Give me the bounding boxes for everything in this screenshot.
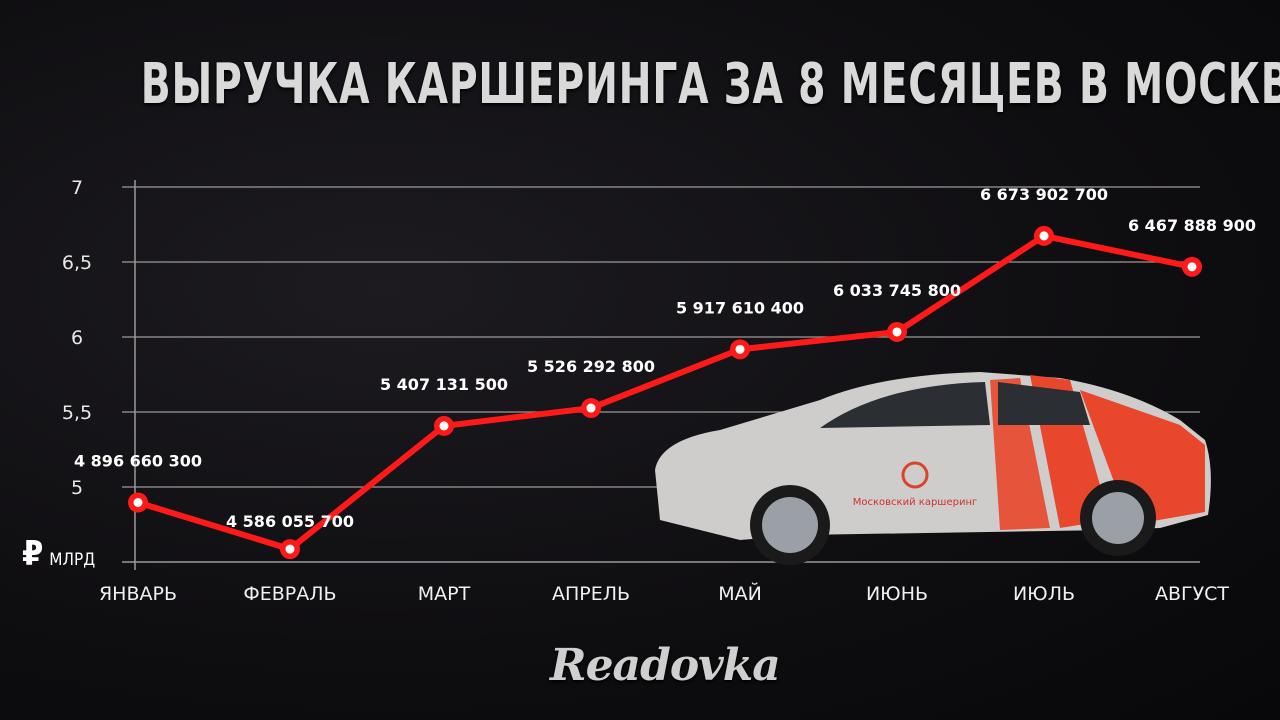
y-tick-label: 5: [71, 477, 83, 499]
data-label: 4 896 660 300: [74, 452, 202, 471]
data-label: 6 467 888 900: [1128, 216, 1256, 235]
chart-title: ВЫРУЧКА КАРШЕРИНГА ЗА 8 МЕСЯЦЕВ В МОСКВЕ: [140, 52, 1280, 117]
data-point-center: [133, 498, 143, 508]
y-tick-label: 6,5: [62, 252, 92, 274]
x-tick-label: ЯНВАРЬ: [99, 583, 177, 605]
data-label: 5 407 131 500: [380, 375, 508, 394]
data-point-center: [735, 344, 745, 354]
x-tick-label: МАЙ: [718, 582, 762, 605]
x-tick-label: ИЮЛЬ: [1013, 583, 1075, 605]
ruble-icon: ₽: [22, 534, 44, 574]
x-tick-label: ФЕВРАЛЬ: [243, 583, 336, 605]
data-label: 6 033 745 800: [833, 281, 961, 300]
data-label: 4 586 055 700: [226, 512, 354, 531]
x-tick-label: МАРТ: [418, 583, 471, 605]
x-tick-label: АПРЕЛЬ: [552, 583, 630, 605]
y-tick-label: 5,5: [62, 402, 92, 424]
data-label: 6 673 902 700: [980, 185, 1108, 204]
x-tick-label: АВГУСТ: [1155, 583, 1229, 605]
car-image: Московский каршеринг: [655, 372, 1211, 565]
x-tick-label: ИЮНЬ: [866, 583, 928, 605]
y-tick-label: 6: [71, 327, 83, 349]
data-point-center: [439, 421, 449, 431]
data-point-center: [892, 327, 902, 337]
readovka-logo: Readovka: [550, 640, 781, 691]
car-livery-text: Московский каршеринг: [853, 497, 977, 508]
data-point-center: [285, 544, 295, 554]
data-label: 5 526 292 800: [527, 357, 655, 376]
y-unit-label: ₽ МЛРД: [22, 534, 95, 574]
data-point-center: [1187, 262, 1197, 272]
unit-text: МЛРД: [49, 550, 96, 570]
series-line: [137, 232, 1193, 553]
data-label: 5 917 610 400: [676, 298, 804, 317]
data-point-center: [586, 403, 596, 413]
y-tick-label: 7: [71, 177, 83, 199]
data-point-center: [1039, 231, 1049, 241]
